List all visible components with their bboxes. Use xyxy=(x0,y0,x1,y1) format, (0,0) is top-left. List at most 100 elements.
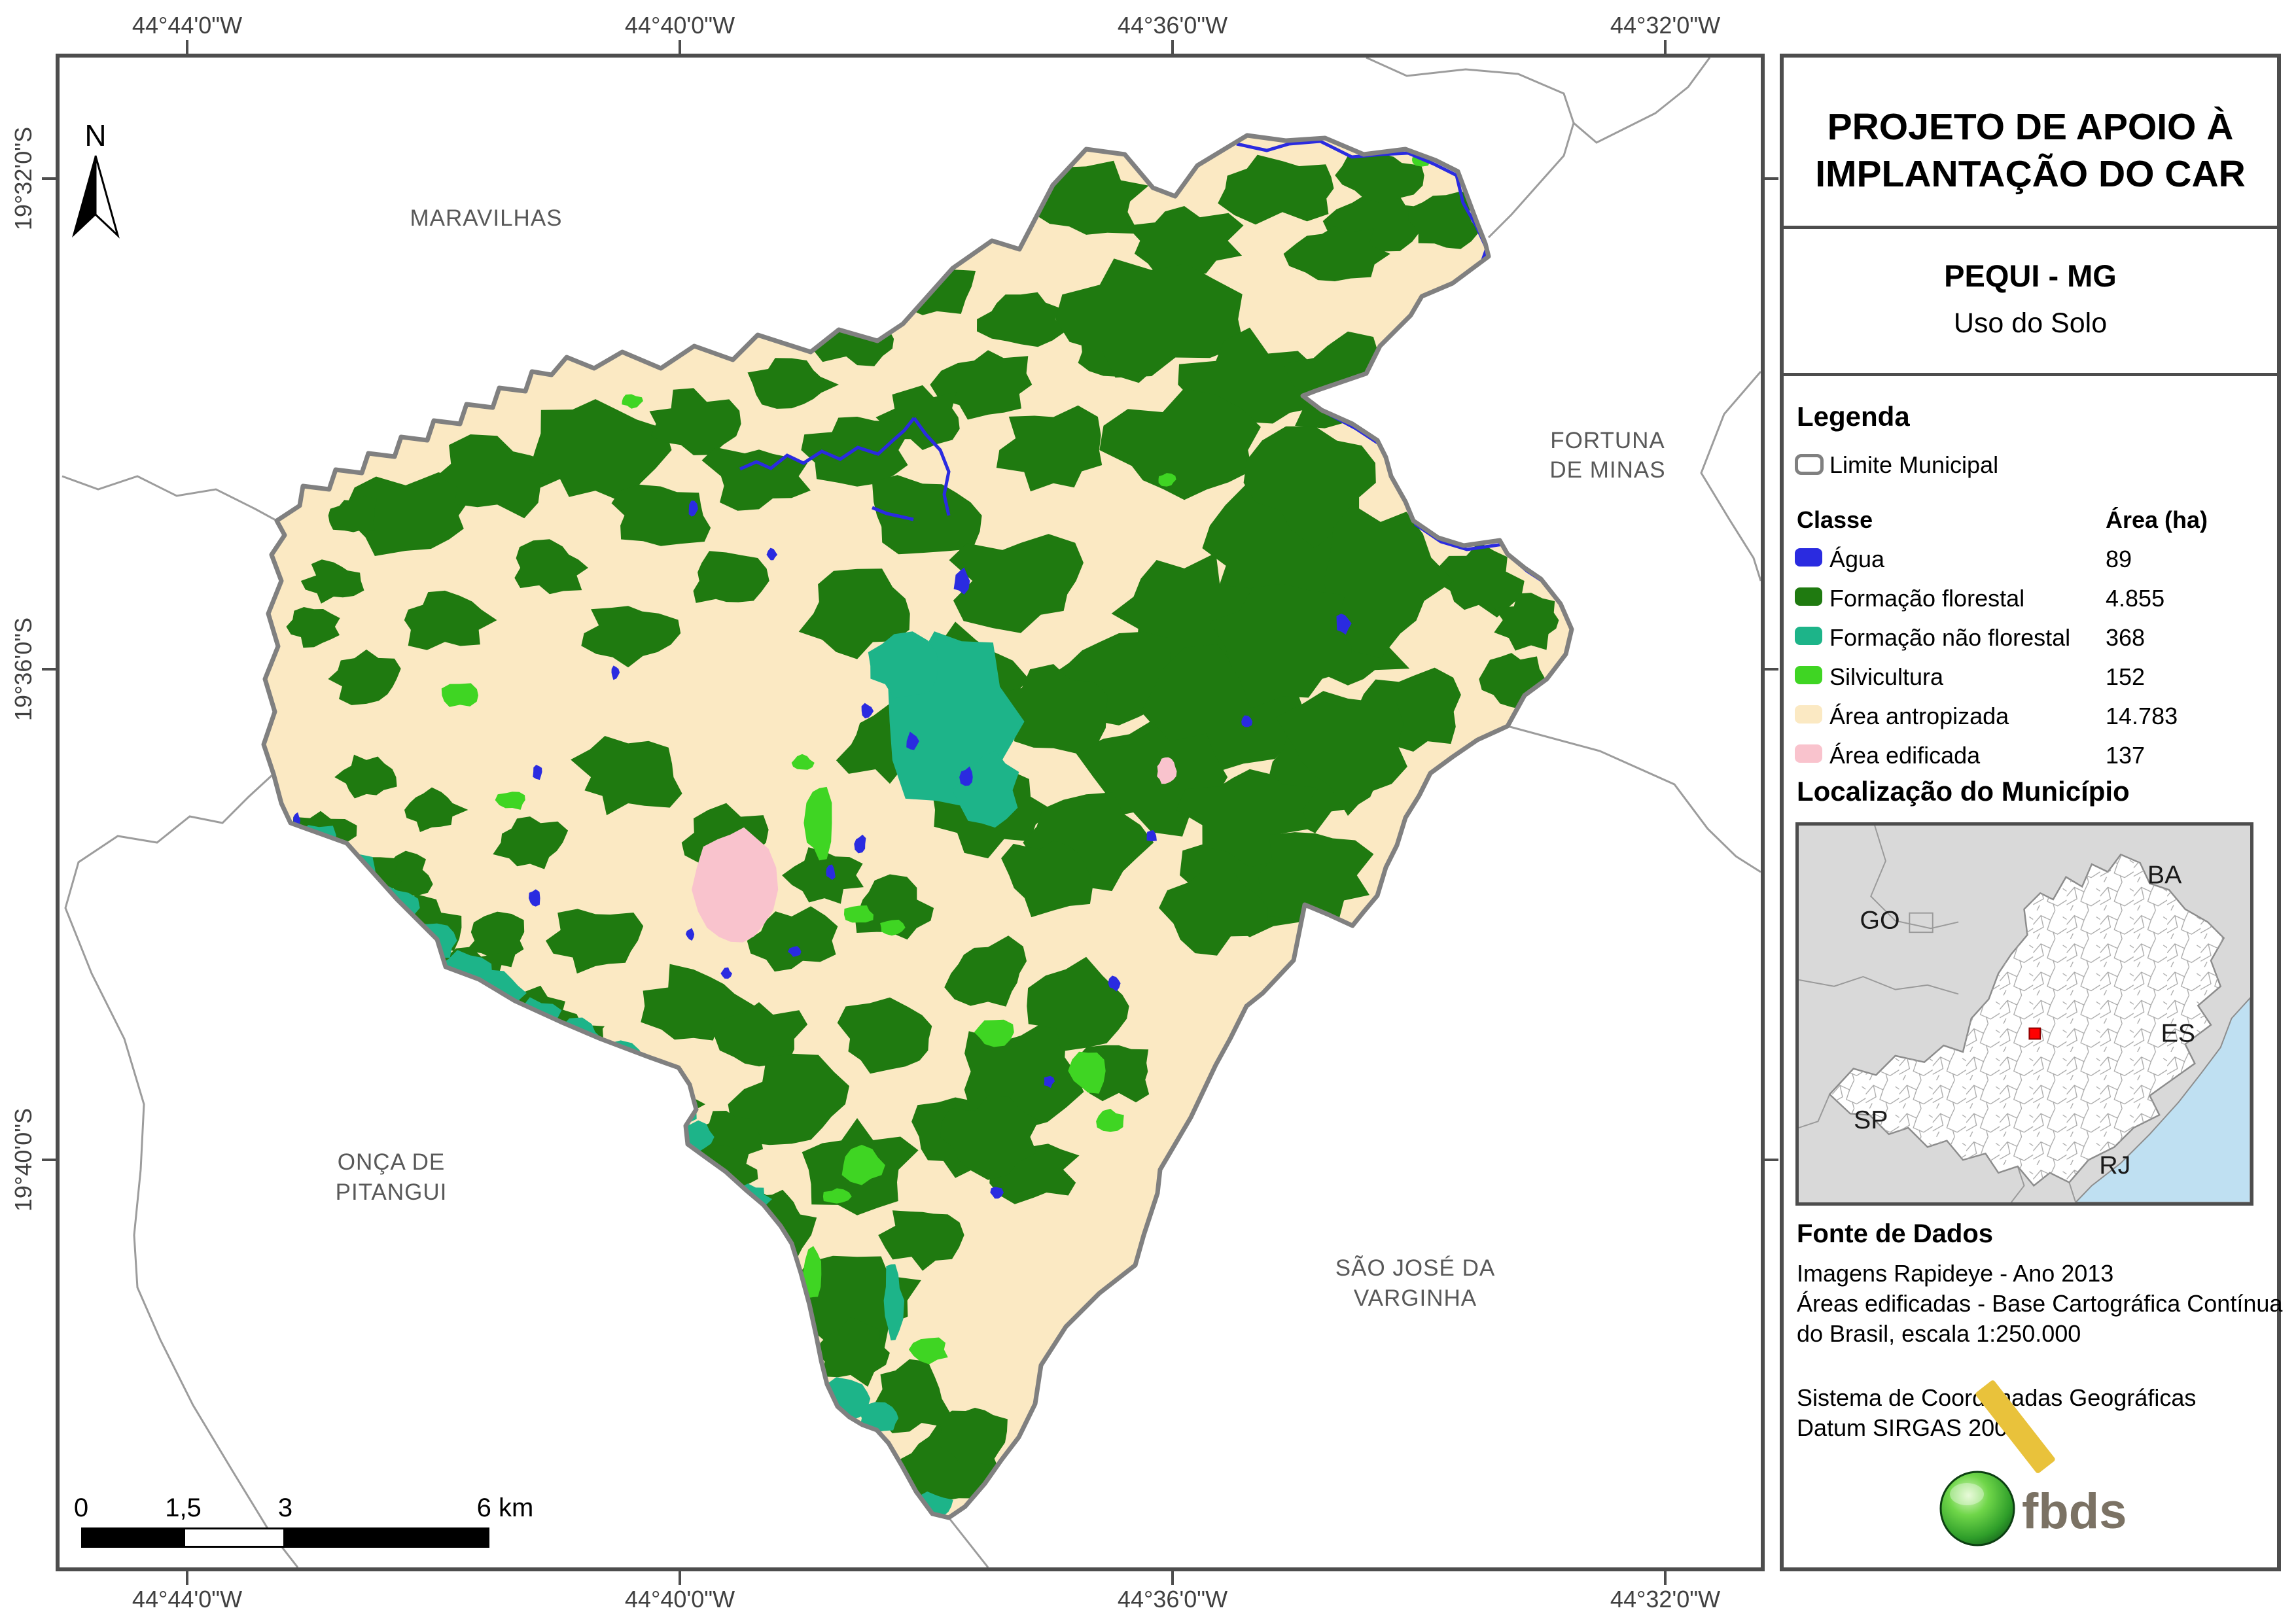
built-up-area xyxy=(692,827,779,943)
water-body xyxy=(529,889,540,907)
location-map-svg: GO BA ES SP RJ xyxy=(1798,825,2251,1203)
forest-patch xyxy=(940,1095,1039,1180)
coordinate-label: 44°40'0"W xyxy=(624,1586,735,1613)
water-body xyxy=(720,967,732,979)
scale-bar-segment xyxy=(183,1527,285,1548)
water-body xyxy=(861,703,874,719)
water-body xyxy=(906,731,919,750)
water-body xyxy=(1336,614,1352,635)
water-body xyxy=(766,548,778,561)
water-body xyxy=(1241,715,1253,727)
forest-patch xyxy=(996,405,1103,492)
logo-green-sphere xyxy=(1939,1471,2015,1546)
sheet-title-line2: IMPLANTAÇÃO DO CAR xyxy=(1815,153,2246,195)
source-line: Datum SIRGAS 2000 xyxy=(1797,1414,2021,1441)
forest-patch xyxy=(944,935,1027,1007)
tick xyxy=(1765,1159,1778,1161)
water-body xyxy=(611,665,620,680)
neighbor-boundaries xyxy=(62,58,1761,1567)
water-body xyxy=(1146,830,1157,841)
forest-patch xyxy=(1408,191,1479,249)
tick xyxy=(42,1159,56,1161)
forest-patch xyxy=(571,736,682,816)
coordinate-label: 19°32'0"S xyxy=(10,126,37,231)
place-label-onca-1: ONÇA DE xyxy=(338,1149,446,1175)
water-body xyxy=(788,946,802,957)
coordinate-label: 44°44'0"W xyxy=(132,1586,243,1613)
legend-label-silvicultura: Silvicultura xyxy=(1829,663,1944,690)
water-body xyxy=(826,864,836,881)
state-label-rj: RJ xyxy=(2099,1151,2130,1179)
panel-divider xyxy=(1784,373,2277,376)
forest-patch xyxy=(328,495,377,532)
place-label-sao-jose-2: VARGINHA xyxy=(1354,1285,1477,1311)
legend-label-formacao-nao-florestal: Formação não florestal xyxy=(1829,624,2071,651)
coordinate-label: 19°36'0"S xyxy=(10,617,37,722)
forest-patch xyxy=(404,787,468,832)
tick xyxy=(42,668,56,671)
forest-patch xyxy=(747,358,839,409)
scale-bar-label: 1,5 xyxy=(165,1493,202,1522)
forest-patch xyxy=(1027,956,1129,1052)
info-panel: PROJETO DE APOIO À IMPLANTAÇÃO DO CAR PE… xyxy=(1780,54,2282,1571)
municipality-marker xyxy=(2028,1027,2041,1040)
silviculture-patch xyxy=(495,792,525,810)
coordinate-label: 44°36'0"W xyxy=(1117,12,1228,39)
place-label-fortuna-1: FORTUNA xyxy=(1550,428,1665,453)
silviculture-patch xyxy=(1096,1108,1124,1132)
tick xyxy=(186,40,188,54)
non-forest-patch xyxy=(868,631,938,699)
limite-municipal-label: Limite Municipal xyxy=(1829,451,1999,478)
forest-patch xyxy=(747,906,838,972)
water-body xyxy=(686,928,695,941)
limite-municipal-swatch xyxy=(1795,454,1824,475)
minas-gerais-mesh xyxy=(1829,854,2224,1186)
forest-patch xyxy=(1322,186,1430,253)
forest-patch xyxy=(977,292,1066,347)
forest-patch xyxy=(649,388,741,455)
coordinate-label: 44°32'0"W xyxy=(1610,1586,1721,1613)
tick xyxy=(1765,177,1778,180)
forest-patch xyxy=(930,350,1033,420)
forest-patch xyxy=(611,484,711,546)
tick xyxy=(679,40,681,54)
forest-patch xyxy=(1283,226,1390,281)
silviculture-patch xyxy=(791,754,815,770)
forest-patch xyxy=(837,997,932,1074)
silviculture-patch xyxy=(908,1337,948,1365)
tick xyxy=(1171,40,1174,54)
water-body xyxy=(1044,1075,1055,1089)
coordinate-label: 44°32'0"W xyxy=(1610,12,1721,39)
forest-patch xyxy=(1032,160,1149,235)
state-label-ba: BA xyxy=(2147,860,2182,889)
forest-patch xyxy=(493,816,569,869)
tick xyxy=(1171,1571,1174,1585)
forest-patch xyxy=(1335,153,1424,203)
place-label-onca-2: PITANGUI xyxy=(336,1179,448,1205)
coordinate-label: 44°40'0"W xyxy=(624,12,735,39)
source-heading: Fonte de Dados xyxy=(1797,1219,1994,1248)
legend-label-area-edificada: Área edificada xyxy=(1829,742,1981,769)
water-body xyxy=(1108,975,1121,992)
forest-patch xyxy=(995,664,1108,754)
scale-bar-label: 3 xyxy=(277,1493,293,1522)
forest-patch xyxy=(1055,258,1244,378)
non-forest-patch xyxy=(859,1402,899,1433)
silviculture-patch xyxy=(441,683,478,707)
legend-area-area-edificada: 137 xyxy=(2106,742,2146,769)
forest-patch xyxy=(1126,206,1244,279)
municipality-title: PEQUI - MG xyxy=(1944,258,2117,293)
legend-label-area-antropizada: Área antropizada xyxy=(1829,703,2009,729)
non-forest-patch xyxy=(952,750,1019,828)
water-body xyxy=(959,766,973,786)
land-use-map: MARAVILHAS FORTUNA DE MINAS SÃO JOSÉ DA … xyxy=(60,58,1761,1567)
forest-patch xyxy=(949,534,1084,633)
legend-col-area: Área (ha) xyxy=(2106,506,2208,533)
scale-bar-segment xyxy=(81,1527,183,1548)
legend-swatch-area-antropizada xyxy=(1795,705,1822,724)
municipality-boundary xyxy=(261,133,1574,1520)
tick xyxy=(186,1571,188,1585)
state-label-sp: SP xyxy=(1854,1106,1888,1134)
forest-patch xyxy=(404,590,497,650)
north-arrow-icon: N xyxy=(72,118,120,239)
